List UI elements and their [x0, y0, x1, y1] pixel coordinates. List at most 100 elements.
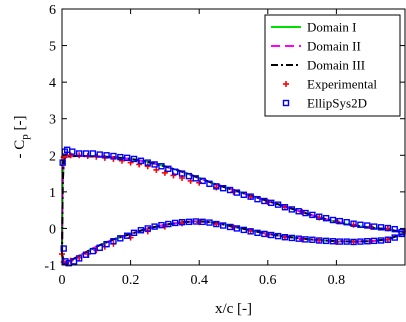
ellipsys2d-point: [240, 226, 247, 234]
ellipsys2d-point: [226, 223, 234, 231]
experimental-point: [196, 219, 203, 226]
experimental-point: [136, 161, 143, 168]
y-tick-label: 4: [49, 76, 56, 91]
ellipsys2d-point: [377, 237, 385, 244]
ellipsys2d-point: [137, 227, 145, 234]
x-tick-label: 0.4: [190, 273, 208, 288]
y-tick-label: 2: [49, 149, 56, 164]
ellipsys2d-point: [350, 238, 357, 246]
experimental-point: [299, 236, 306, 243]
ellipsys2d-point: [206, 219, 213, 226]
ellipsys2d-point: [110, 152, 117, 160]
ellipsys2d-point: [199, 218, 206, 226]
ellipsys2d-point: [130, 229, 138, 237]
legend-label-experimental: Experimental: [307, 77, 377, 92]
ellipsys2d-point: [384, 224, 392, 232]
ellipsys2d-point: [75, 150, 83, 157]
experimental-point: [153, 166, 160, 173]
ellipsys2d-point: [220, 222, 227, 229]
ellipsys2d-point: [144, 225, 151, 232]
ellipsys2d-point: [336, 238, 344, 245]
ellipsys2d-point: [316, 237, 323, 244]
ellipsys2d-point: [192, 218, 199, 225]
ellipsys2d-point: [144, 159, 151, 166]
x-tick-label: 0.6: [259, 273, 277, 288]
ellipsys2d-point: [158, 221, 165, 229]
y-tick-label: -1: [44, 259, 56, 274]
legend: Domain I Domain II Domain III Experimental E…: [264, 14, 401, 117]
experimental-point: [264, 231, 271, 238]
ellipsys2d-point: [274, 201, 282, 208]
ellipsys2d-point: [329, 216, 337, 224]
ellipsys2d-point: [302, 209, 309, 217]
y-tick-label: 1: [49, 186, 56, 201]
ellipsys2d-point: [82, 150, 90, 157]
experimental-point: [144, 163, 151, 170]
ellipsys2d-point: [123, 232, 131, 239]
y-tick-label: 5: [49, 40, 56, 55]
ellipsys2d-point: [357, 238, 364, 245]
ellipsys2d-point: [117, 153, 124, 161]
ellipsys2d-point: [350, 220, 357, 227]
ellipsys2d-point: [89, 150, 97, 157]
ellipsys2d-point: [343, 219, 350, 226]
ellipsys2d-point: [137, 157, 145, 164]
ellipsys2d-point: [75, 255, 83, 262]
ellipsys2d-point: [151, 161, 158, 168]
ellipsys2d-point: [213, 220, 220, 228]
ellipsys2d-point: [370, 237, 378, 245]
ellipsys2d-point: [391, 234, 398, 241]
ellipsys2d-point: [295, 208, 302, 215]
ellipsys2d-point: [165, 165, 172, 173]
ellipsys2d-point: [226, 186, 234, 194]
experimental-point: [230, 224, 237, 231]
experimental-point: [127, 159, 134, 166]
ellipsys2d-point: [309, 211, 316, 219]
ellipsys2d-point: [274, 232, 282, 240]
ellipsys2d-point: [103, 240, 110, 248]
ellipsys2d-point: [82, 251, 90, 258]
ellipsys2d-point: [89, 247, 97, 255]
ellipsys2d-point: [171, 168, 179, 175]
markers-layer: [59, 146, 406, 267]
ellipsys2d-point: [268, 231, 275, 239]
ellipsys2d-point: [110, 238, 117, 245]
experimental-point: [333, 218, 340, 225]
ellipsys2d-point: [398, 230, 405, 238]
ellipsys2d-point: [233, 225, 241, 232]
ellipsys2d-point: [288, 206, 296, 213]
ellipsys2d-point: [123, 154, 131, 162]
ellipsys2d-point: [192, 175, 199, 182]
ellipsys2d-point: [171, 219, 179, 227]
ellipsys2d-point: [377, 224, 385, 231]
ellipsys2d-point: [316, 213, 323, 220]
ellipsys2d-point: [103, 152, 110, 159]
legend-label-domain-i: Domain I: [307, 20, 356, 35]
ellipsys2d-point: [295, 235, 302, 242]
ellipsys2d-point: [329, 238, 337, 245]
y-tick-label: 0: [49, 222, 56, 237]
legend-label-domain-iii: Domain III: [307, 58, 365, 73]
y-axis-label-subscript: p: [19, 134, 31, 140]
x-tick-label: 0: [59, 273, 66, 288]
ellipsys2d-point: [117, 235, 124, 242]
ellipsys2d-point: [60, 245, 67, 252]
ellipsys2d-point: [220, 184, 227, 192]
ellipsys2d-point: [178, 219, 186, 226]
ellipsys2d-point: [288, 234, 296, 242]
ellipsys2d-point: [261, 230, 268, 238]
ellipsys2d-point: [261, 197, 268, 205]
ellipsys2d-point: [247, 193, 254, 200]
ellipsys2d-point: [96, 151, 103, 158]
ellipsys2d-point: [391, 225, 398, 233]
experimental-point: [367, 238, 374, 245]
experimental-point: [333, 238, 340, 245]
ellipsys2d-point: [281, 204, 289, 211]
ellipsys2d-point: [370, 223, 378, 230]
ellipsys2d-point: [185, 218, 193, 226]
y-axis-label: - Cp [-]: [12, 116, 31, 159]
ellipsys2d-point: [357, 221, 364, 228]
ellipsys2d-point: [309, 236, 316, 243]
ellipsys2d-point: [322, 237, 330, 245]
